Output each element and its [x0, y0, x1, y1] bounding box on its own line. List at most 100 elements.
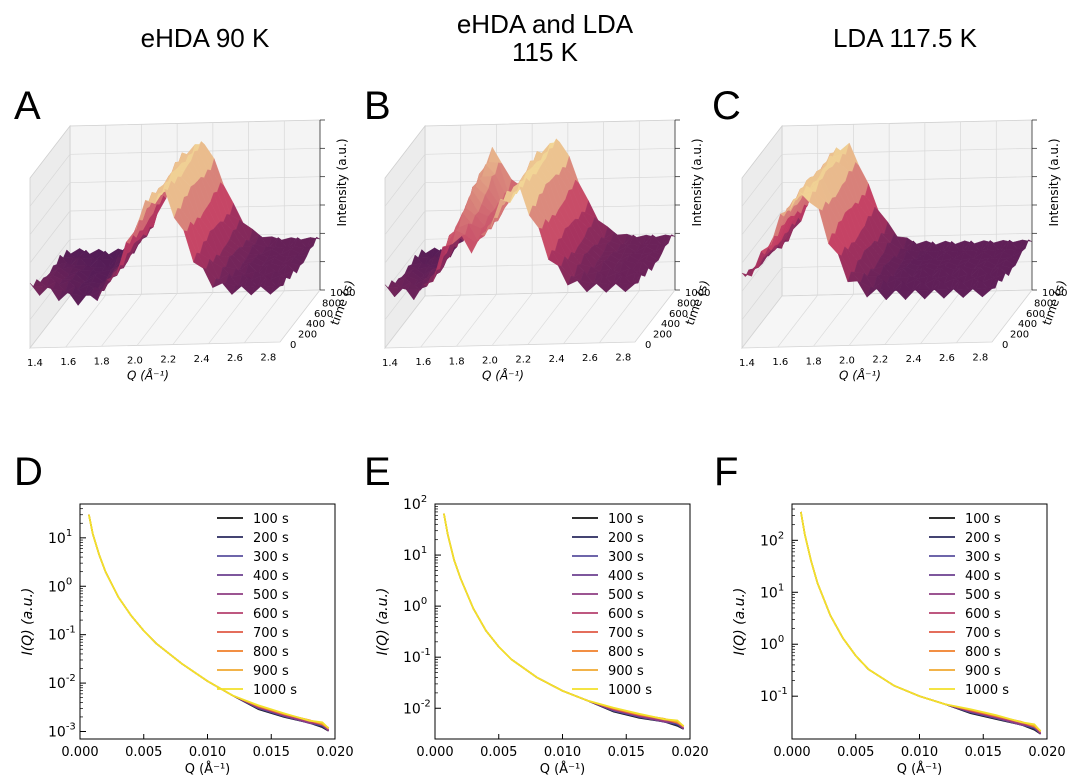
y-tick-label: 100: [760, 634, 784, 653]
legend-label: 400 s: [253, 569, 289, 584]
grid-line: [384, 182, 426, 235]
x-tick-label: 0.015: [965, 745, 1002, 760]
legend-label: 100 s: [965, 512, 1001, 527]
x-tick-label: 0.000: [61, 745, 98, 760]
x-tick-label: 2.4: [549, 354, 565, 365]
series-line-100s: [800, 511, 1041, 735]
grid-line: [491, 293, 533, 346]
z-axis-label: Intensity (a.u.): [1047, 139, 1061, 227]
surface-chart-c: 1.4 1.6 1.8 2.0 2.2 2.4 2.6 2.8 Q (Å⁻¹) 020040060…: [739, 119, 1067, 382]
grid-line: [884, 292, 926, 345]
grid-line: [456, 294, 497, 347]
x-tick-label: 0.005: [480, 745, 517, 760]
grid-line: [813, 294, 854, 347]
x-tick-label: 1.4: [739, 358, 755, 369]
x-tick-label: 2.6: [227, 353, 243, 364]
x-tick-label: 0.010: [544, 745, 581, 760]
plot-frame: [434, 503, 691, 740]
plot-frame: [79, 503, 336, 740]
column-title-2-line-1: eHDA and LDA: [456, 9, 634, 39]
legend-label: 600 s: [965, 607, 1001, 622]
panel-letter-c: C: [712, 84, 741, 128]
series-line-200s: [800, 511, 1042, 735]
grid-line: [781, 147, 1033, 155]
y-tick-label: 200: [1010, 330, 1029, 341]
y-tick-label: 400: [661, 319, 680, 330]
x-axis-label: Q (Å⁻¹): [540, 761, 585, 775]
y-axis-label: I(Q) (a.u.): [20, 588, 36, 656]
grid-line: [101, 294, 142, 347]
y-tick-label: 0: [1002, 340, 1008, 351]
surface-facet: [625, 282, 639, 293]
grid-line: [741, 182, 783, 235]
x-tick-label: 2.8: [615, 352, 631, 363]
panel-letter-a: A: [14, 84, 41, 128]
z-axis-label: Intensity (a.u.): [335, 139, 349, 227]
legend-label: 700 s: [253, 626, 289, 641]
grid-line: [741, 267, 783, 320]
grid-line: [777, 294, 818, 348]
line-chart-d: 0.000 0.005 0.010 0.015 0.020 Q (Å⁻¹) 10-3 10-2…: [20, 503, 354, 775]
grid-line: [208, 291, 249, 344]
y-tick-label: 200: [298, 330, 317, 341]
x-tick-label: 0.010: [901, 745, 938, 760]
surface-facet: [982, 287, 996, 298]
x-axis-label: Q (Å⁻¹): [839, 367, 881, 382]
x-tick-label: 1.6: [60, 357, 76, 368]
series-line-300s: [800, 511, 1042, 735]
x-tick-label: 2.8: [972, 352, 988, 363]
legend-label: 500 s: [608, 588, 644, 603]
x-tick-label: 0.005: [125, 745, 162, 760]
x-tick-label: 0.020: [671, 745, 708, 760]
series-line-700s: [800, 511, 1042, 733]
x-axis-label: Q (Å⁻¹): [897, 761, 942, 775]
y-tick-label: 10-2: [403, 698, 431, 717]
line-chart-e: 0.000 0.005 0.010 0.015 0.020 Q (Å⁻¹) 10-2 10-1…: [375, 494, 709, 775]
grid-line: [384, 210, 426, 264]
y-tick-label: 600: [669, 309, 688, 320]
x-tick-label: 1.8: [449, 356, 465, 367]
z-axis-label: Intensity (a.u.): [690, 139, 704, 227]
panel-letter-f: F: [714, 450, 739, 494]
grid-line: [956, 290, 997, 344]
series-line-500s: [800, 511, 1042, 735]
y-tick-label: 10-2: [48, 673, 76, 692]
x-axis-label: Q (Å⁻¹): [127, 367, 169, 382]
y-tick-label: 0: [290, 340, 296, 351]
column-title-1: eHDA 90 K: [90, 24, 320, 52]
column-title-2: eHDA and LDA 115 K: [420, 10, 670, 66]
y-tick-label: 102: [760, 530, 784, 549]
panel-letter-d: D: [14, 450, 43, 494]
series-line-400s: [88, 514, 330, 732]
x-axis-label: Q (Å⁻¹): [482, 367, 524, 382]
grid-line: [599, 290, 640, 344]
y-tick-label: 100: [403, 596, 427, 615]
grid-line: [29, 182, 71, 235]
x-tick-label: 2.2: [515, 355, 531, 366]
y-tick-label: 10-1: [760, 686, 788, 705]
legend-label: 700 s: [965, 626, 1001, 641]
x-tick-label: 0.000: [416, 745, 453, 760]
x-tick-label: 2.0: [482, 355, 498, 366]
grid-line: [384, 154, 426, 207]
y-tick-label: 800: [1034, 298, 1053, 309]
legend-label: 700 s: [608, 626, 644, 641]
y-tick-label: 400: [306, 319, 325, 330]
y-tick-label: 101: [48, 528, 72, 547]
series-line-300s: [88, 514, 330, 732]
x-tick-label: 0.020: [1028, 745, 1065, 760]
legend-label: 1000 s: [965, 683, 1009, 698]
series-line-1000s: [800, 511, 1042, 732]
legend-label: 200 s: [608, 531, 644, 546]
y-tick-label: 102: [403, 494, 427, 513]
legend-label: 500 s: [253, 588, 289, 603]
legend-label: 400 s: [965, 569, 1001, 584]
y-tick-label: 10-1: [403, 647, 431, 666]
legend-label: 400 s: [608, 569, 644, 584]
grid-line: [848, 293, 890, 346]
legend-label: 900 s: [253, 664, 289, 679]
column-title-3-line: LDA 117.5 K: [832, 23, 978, 53]
legend-label: 600 s: [608, 607, 644, 622]
grid-line: [65, 294, 106, 348]
series-line-200s: [88, 514, 329, 732]
